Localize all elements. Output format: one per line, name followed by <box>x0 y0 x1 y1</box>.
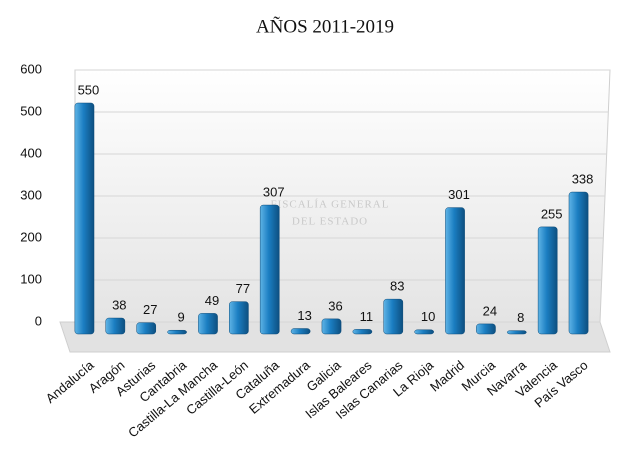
data-label: 255 <box>541 206 563 221</box>
data-label: 13 <box>297 308 311 323</box>
data-label: 550 <box>78 82 100 97</box>
bar <box>383 298 404 335</box>
bar <box>229 301 249 335</box>
bar <box>74 102 95 335</box>
bar <box>445 207 465 335</box>
y-tick-label: 0 <box>35 313 42 328</box>
bar <box>290 328 311 335</box>
y-tick-label: 300 <box>20 187 42 202</box>
bar <box>259 204 280 335</box>
y-tick-label: 500 <box>20 103 42 118</box>
y-tick-label: 200 <box>20 229 42 244</box>
bar <box>476 323 496 335</box>
bar <box>352 329 373 335</box>
bar <box>321 318 342 335</box>
data-label: 10 <box>421 309 435 324</box>
data-label: 9 <box>177 310 184 325</box>
watermark: DEL ESTADO <box>292 216 368 228</box>
y-tick-label: 400 <box>20 145 42 160</box>
watermark: FISCALÍA GENERAL <box>271 199 390 211</box>
data-label: 83 <box>390 279 404 294</box>
data-label: 307 <box>263 184 285 199</box>
data-label: 49 <box>205 293 219 308</box>
bar <box>537 226 558 335</box>
bar <box>167 329 187 335</box>
data-label: 338 <box>572 171 594 186</box>
y-tick-label: 600 <box>20 61 42 76</box>
data-label: 8 <box>517 310 524 325</box>
data-label: 77 <box>236 281 250 296</box>
data-label: 36 <box>328 298 342 313</box>
bar <box>105 317 126 335</box>
bar <box>568 191 589 335</box>
x-tick-label: Madrid <box>427 357 467 394</box>
data-label: 11 <box>360 309 374 324</box>
data-label: 27 <box>143 302 157 317</box>
data-label: 24 <box>483 303 497 318</box>
y-tick-label: 100 <box>20 271 42 286</box>
bar <box>506 330 527 335</box>
data-label: 301 <box>448 187 470 202</box>
bar <box>136 322 157 335</box>
bar <box>198 313 218 335</box>
bar <box>414 329 434 335</box>
chart-title: AÑOS 2011-2019 <box>256 15 394 37</box>
data-label: 38 <box>112 297 126 312</box>
